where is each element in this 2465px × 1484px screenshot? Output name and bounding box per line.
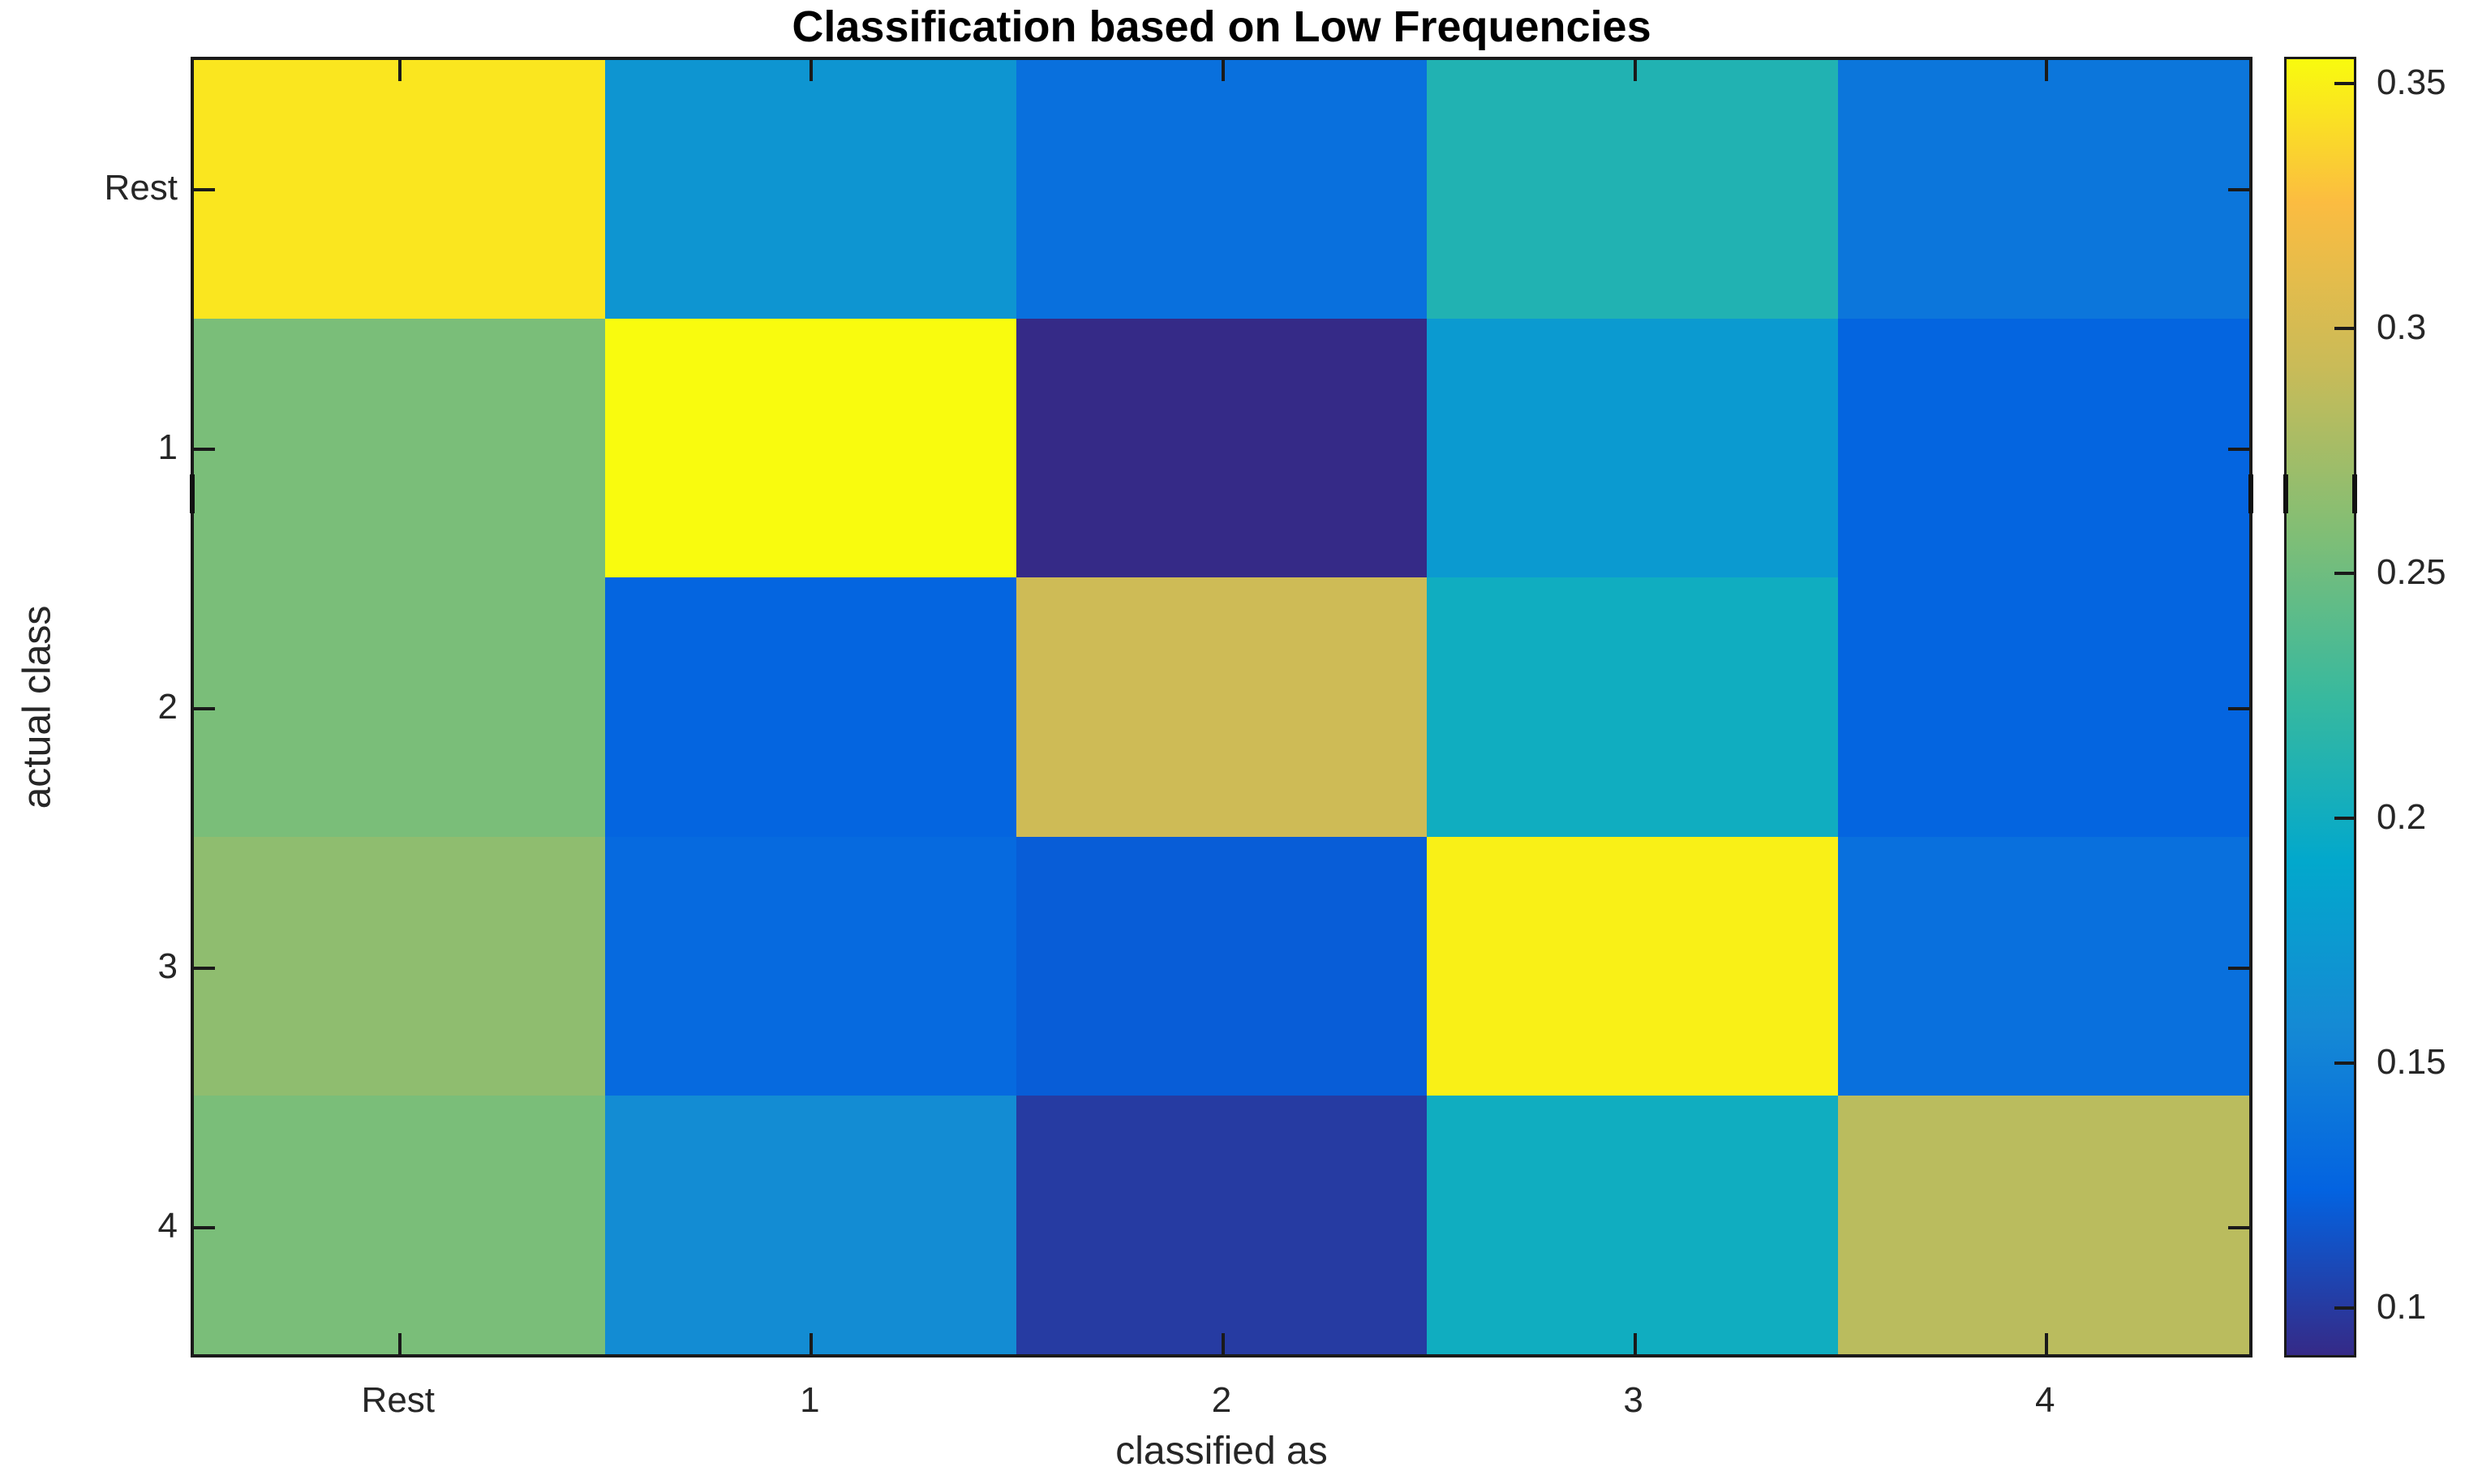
x-axis-tick: [2045, 60, 2049, 81]
heatmap-cell: [1427, 60, 1839, 320]
x-axis-tick: [1222, 60, 1225, 81]
y-axis-tick: [2228, 1226, 2249, 1229]
heatmap-cell: [1427, 1095, 1839, 1354]
heatmap-cell: [1838, 577, 2249, 837]
heatmap-cell: [604, 319, 1016, 578]
heatmap-cell: [194, 60, 605, 320]
heatmap-cell: [1427, 836, 1839, 1096]
colorbar-tick-label: 0.3: [2377, 307, 2427, 348]
y-tick-label: 1: [157, 427, 178, 467]
artifact-mark: [2248, 474, 2253, 513]
x-tick-label: 3: [1623, 1380, 1643, 1420]
heatmap-cell: [1427, 577, 1839, 837]
heatmap-cell: [194, 577, 605, 837]
heatmap-cell: [1838, 836, 2249, 1096]
heatmap-cell: [604, 577, 1016, 837]
heatmap-cell: [194, 1095, 605, 1354]
heatmap-cell: [1016, 577, 1428, 837]
y-axis-tick: [194, 1226, 215, 1229]
x-tick-label: 4: [2034, 1380, 2055, 1420]
y-axis-tick: [194, 188, 215, 191]
colorbar-tick-label: 0.15: [2377, 1041, 2446, 1082]
colorbar-tick: [2334, 571, 2354, 575]
y-axis-label: actual class: [15, 605, 59, 809]
colorbar-tick: [2334, 816, 2354, 820]
artifact-mark: [190, 474, 195, 513]
y-axis-tick: [2228, 707, 2249, 710]
artifact-mark: [2283, 474, 2288, 513]
heatmap-cell: [1016, 319, 1428, 578]
heatmap-cell: [1016, 1095, 1428, 1354]
heatmap-cells: [194, 60, 2249, 1354]
x-axis-tick: [1633, 60, 1637, 81]
colorbar-gradient: [2287, 59, 2354, 1355]
colorbar-tick-label: 0.1: [2377, 1286, 2427, 1327]
heatmap-plot: [191, 57, 2252, 1357]
x-axis-label: classified as: [1115, 1430, 1328, 1473]
colorbar-tick-label: 0.2: [2377, 796, 2427, 837]
colorbar-tick-label: 0.35: [2377, 62, 2446, 103]
chart-title: Classification based on Low Frequencies: [792, 2, 1651, 51]
x-tick-label: 1: [800, 1380, 820, 1420]
heatmap-cell: [194, 836, 605, 1096]
y-axis-tick: [2228, 448, 2249, 451]
heatmap-cell: [604, 60, 1016, 320]
y-axis-tick: [2228, 188, 2249, 191]
colorbar-tick: [2334, 82, 2354, 86]
y-axis-tick: [194, 707, 215, 710]
y-axis-tick: [2228, 967, 2249, 970]
x-axis-tick: [397, 1333, 402, 1354]
y-axis-tick: [194, 448, 215, 451]
x-tick-label: Rest: [361, 1380, 436, 1420]
heatmap-cell: [1838, 1095, 2249, 1354]
colorbar-tick: [2334, 1061, 2354, 1065]
heatmap-cell: [1838, 60, 2249, 320]
colorbar: [2284, 57, 2356, 1357]
y-tick-label: 2: [157, 687, 178, 727]
artifact-mark: [2352, 474, 2357, 513]
heatmap-cell: [604, 1095, 1016, 1354]
y-axis-tick: [194, 967, 215, 970]
colorbar-tick: [2334, 327, 2354, 331]
heatmap-cell: [194, 319, 605, 578]
heatmap-cell: [1016, 60, 1428, 320]
x-axis-tick: [2045, 1333, 2049, 1354]
heatmap-cell: [604, 836, 1016, 1096]
y-tick-label: 4: [157, 1206, 178, 1246]
colorbar-tick-label: 0.25: [2377, 551, 2446, 592]
heatmap-cell: [1838, 319, 2249, 578]
x-axis-tick: [1222, 1333, 1225, 1354]
x-axis-tick: [1633, 1333, 1637, 1354]
x-axis-tick: [809, 1333, 814, 1354]
heatmap-cell: [1016, 836, 1428, 1096]
y-tick-label: Rest: [104, 168, 178, 208]
x-axis-tick: [397, 60, 402, 81]
heatmap-cell: [1427, 319, 1839, 578]
x-axis-tick: [809, 60, 814, 81]
y-tick-label: 3: [157, 946, 178, 986]
x-tick-label: 2: [1211, 1380, 1232, 1420]
colorbar-tick: [2334, 1306, 2354, 1310]
